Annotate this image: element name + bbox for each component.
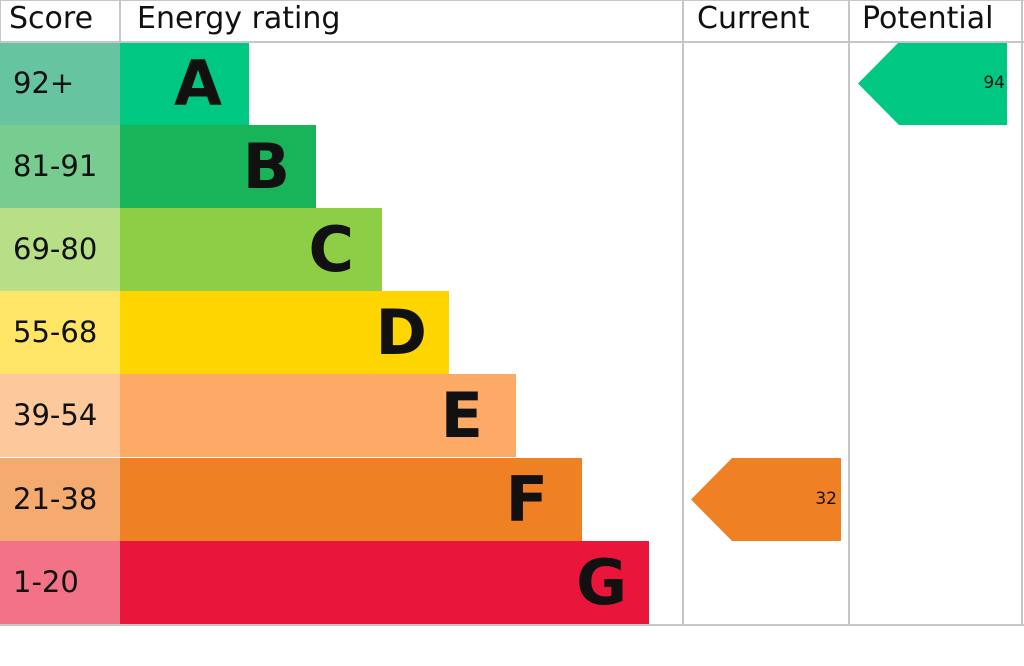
rating-letter: A bbox=[174, 47, 222, 120]
header-score: Score bbox=[9, 1, 94, 36]
grid-line-right bbox=[1021, 0, 1023, 626]
rating-bar-d: D bbox=[120, 291, 449, 374]
grid-line-header bbox=[0, 41, 1024, 43]
rating-bar-e: E bbox=[120, 374, 516, 457]
rating-bar-g: G bbox=[120, 541, 649, 624]
current-value: 32 bbox=[815, 489, 837, 509]
header-potential: Potential bbox=[862, 1, 994, 36]
rating-bar-a: A bbox=[120, 42, 249, 125]
arrow-left-icon bbox=[858, 42, 1007, 125]
score-cell: 55-68 bbox=[0, 291, 120, 374]
rating-bar-c: C bbox=[120, 208, 382, 291]
grid-line-score bbox=[119, 0, 121, 42]
potential-value: 94 bbox=[983, 73, 1005, 93]
arrow-left-icon bbox=[691, 458, 841, 541]
rating-letter: B bbox=[242, 130, 290, 203]
potential-rating-arrow: 94 bbox=[858, 42, 1007, 125]
header-current: Current bbox=[697, 1, 810, 36]
score-cell: 69-80 bbox=[0, 208, 120, 291]
grid-line-left bbox=[0, 0, 1, 42]
grid-line-bottom bbox=[0, 624, 1024, 626]
grid-line-potential bbox=[848, 0, 850, 626]
grid-line-current bbox=[682, 0, 684, 626]
rating-letter: G bbox=[576, 546, 627, 619]
rating-letter: F bbox=[505, 463, 548, 536]
rating-letter: E bbox=[440, 379, 483, 452]
rating-letter: D bbox=[375, 296, 427, 369]
score-cell: 1-20 bbox=[0, 541, 120, 624]
rating-bar-f: F bbox=[120, 458, 582, 541]
score-cell: 39-54 bbox=[0, 374, 120, 457]
header-energy-rating: Energy rating bbox=[137, 1, 341, 36]
score-cell: 21-38 bbox=[0, 458, 120, 541]
score-cell: 81-91 bbox=[0, 125, 120, 208]
score-cell: 92+ bbox=[0, 42, 120, 125]
grid-line-top bbox=[0, 0, 1024, 1]
current-rating-arrow: 32 bbox=[691, 458, 841, 541]
rating-letter: C bbox=[308, 213, 354, 286]
epc-chart: Score Energy rating Current Potential 92… bbox=[0, 0, 1024, 626]
rating-bar-b: B bbox=[120, 125, 316, 208]
